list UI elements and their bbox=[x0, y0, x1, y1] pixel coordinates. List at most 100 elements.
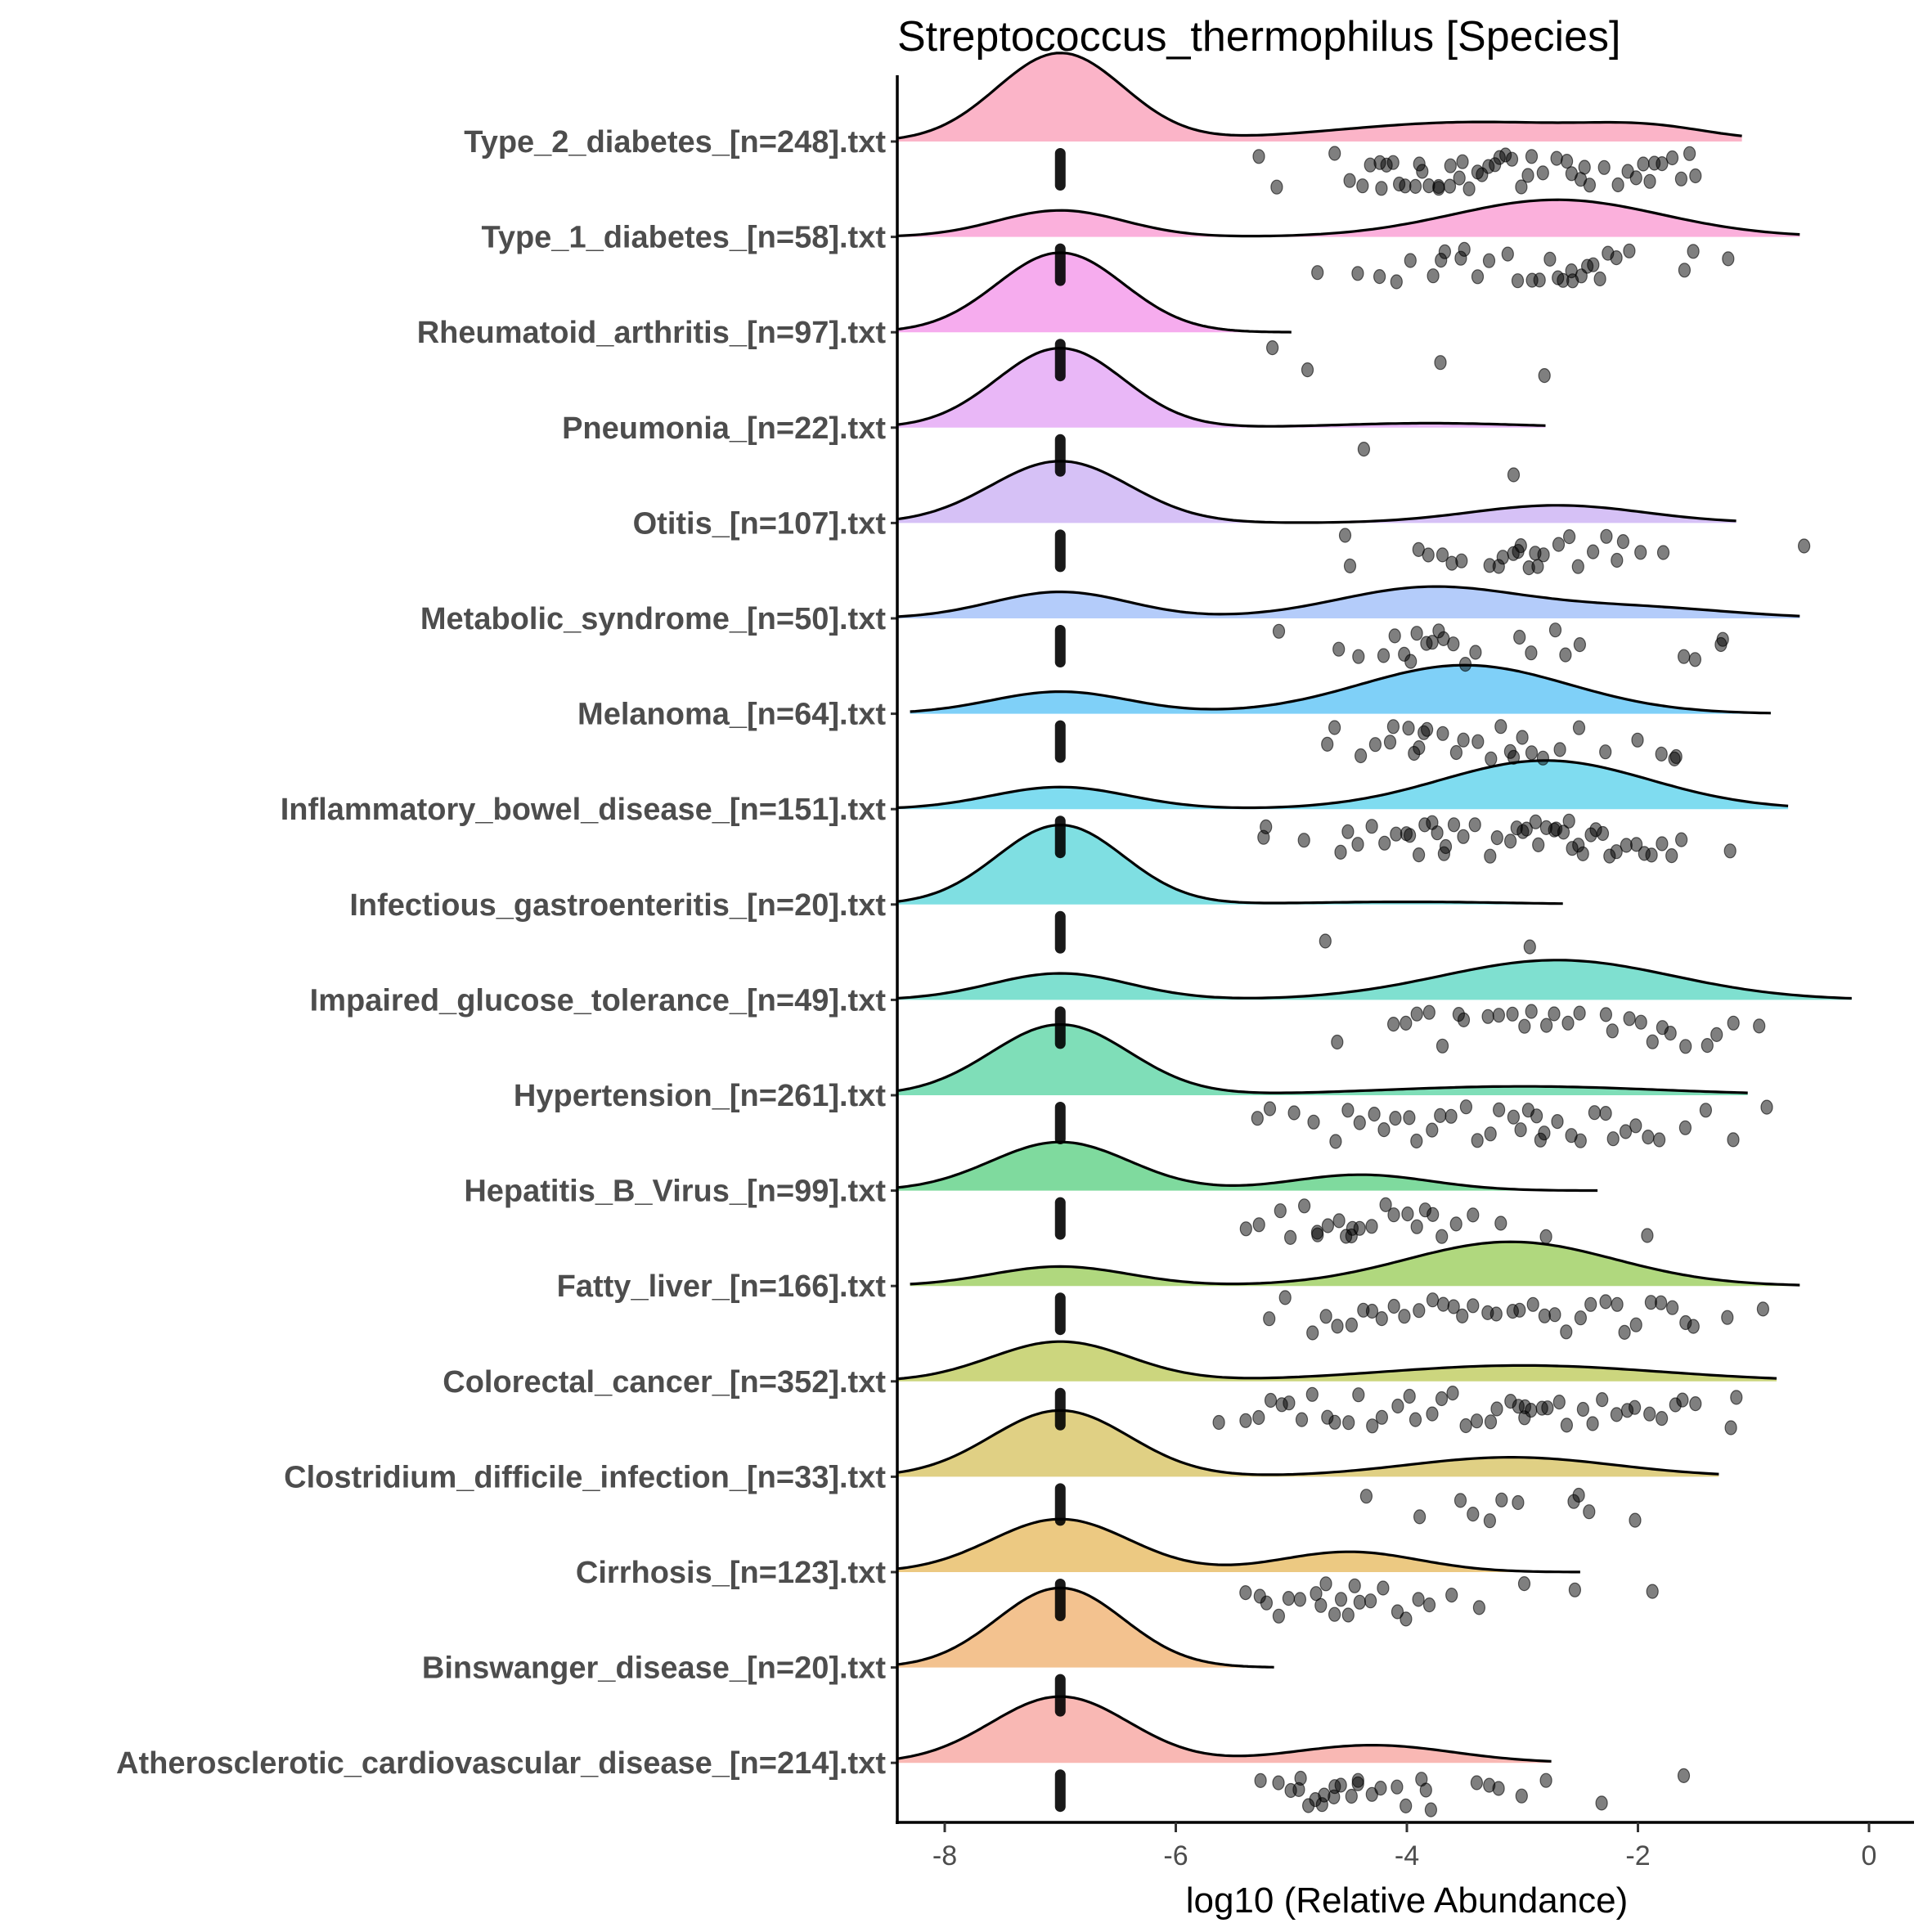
data-point bbox=[1548, 1006, 1561, 1022]
data-point bbox=[1634, 545, 1647, 560]
data-point bbox=[1410, 1133, 1423, 1149]
data-point bbox=[1595, 1795, 1608, 1811]
data-point bbox=[1536, 750, 1550, 766]
data-point bbox=[1517, 1575, 1531, 1592]
data-point bbox=[1551, 1113, 1564, 1130]
zero-abundance-points bbox=[1054, 529, 1066, 573]
data-point bbox=[1483, 1513, 1497, 1529]
data-point bbox=[1586, 544, 1600, 559]
data-point bbox=[1512, 1494, 1525, 1511]
data-point bbox=[1265, 340, 1279, 356]
density-outline bbox=[898, 52, 1742, 140]
zero-abundance-points bbox=[1054, 815, 1066, 859]
y-tick-label: Inflammatory_bowel_disease_[n=151].txt bbox=[281, 793, 887, 827]
data-point bbox=[1618, 1324, 1631, 1341]
data-point bbox=[1297, 833, 1310, 848]
data-point bbox=[1514, 1122, 1527, 1138]
x-axis-label: log10 (Relative Abundance) bbox=[1186, 1880, 1629, 1921]
data-point bbox=[1599, 1007, 1613, 1022]
data-point bbox=[1578, 160, 1591, 175]
data-point bbox=[1443, 178, 1457, 194]
density-fill bbox=[898, 1410, 1719, 1477]
data-point bbox=[1252, 1217, 1265, 1233]
data-point bbox=[1439, 838, 1453, 855]
data-point bbox=[1724, 1420, 1737, 1436]
data-point bbox=[1689, 168, 1702, 184]
density-outline bbox=[898, 823, 1563, 905]
density-outline bbox=[898, 1140, 1598, 1193]
data-point bbox=[1427, 1206, 1440, 1223]
data-point bbox=[1301, 362, 1314, 378]
data-point bbox=[1560, 1324, 1573, 1340]
data-point bbox=[1365, 819, 1378, 834]
density-outline bbox=[898, 1586, 1274, 1669]
data-point bbox=[1359, 1489, 1373, 1504]
data-point bbox=[1572, 1487, 1585, 1503]
data-point bbox=[1343, 558, 1357, 574]
data-point bbox=[1664, 1025, 1677, 1041]
data-point bbox=[1373, 269, 1386, 285]
data-point bbox=[1432, 178, 1445, 195]
data-point bbox=[1472, 1600, 1486, 1615]
density-fill bbox=[898, 959, 1852, 1000]
zero-abundance-points bbox=[1054, 1387, 1066, 1431]
data-point bbox=[1403, 828, 1417, 843]
data-point bbox=[1753, 1018, 1766, 1034]
zero-abundance-points bbox=[1054, 1579, 1066, 1621]
data-point bbox=[1328, 1414, 1341, 1430]
data-point bbox=[1419, 1782, 1432, 1798]
data-point bbox=[1688, 652, 1701, 667]
data-point bbox=[1656, 545, 1670, 560]
density-outline bbox=[898, 1517, 1580, 1574]
data-point bbox=[1533, 272, 1546, 288]
data-point bbox=[1328, 720, 1341, 735]
data-point bbox=[1409, 178, 1422, 194]
y-axis: Type_2_diabetes_[n=248].txt Type_1_diabet… bbox=[116, 75, 899, 1824]
data-point bbox=[1305, 1386, 1319, 1402]
data-point bbox=[1683, 146, 1696, 161]
data-point bbox=[1538, 368, 1551, 384]
data-point bbox=[1391, 1779, 1404, 1795]
data-point bbox=[1678, 1120, 1692, 1135]
data-point bbox=[1272, 623, 1286, 639]
y-tick-label: Cirrhosis_[n=123].txt bbox=[576, 1556, 886, 1590]
data-point bbox=[1328, 146, 1341, 161]
data-point bbox=[1557, 824, 1570, 840]
data-point bbox=[1643, 1406, 1656, 1422]
data-point bbox=[1438, 244, 1452, 259]
density-fill bbox=[898, 461, 1737, 523]
data-point bbox=[1260, 819, 1273, 835]
zero-abundance-points bbox=[1054, 1769, 1066, 1813]
data-point bbox=[1422, 1004, 1436, 1020]
data-point bbox=[1599, 744, 1612, 760]
x-tick-label: -4 bbox=[1395, 1840, 1419, 1871]
data-point bbox=[1586, 1416, 1599, 1431]
data-point bbox=[1687, 244, 1700, 259]
data-point bbox=[1436, 1038, 1449, 1054]
data-point bbox=[1283, 1395, 1296, 1411]
data-point bbox=[1628, 1400, 1642, 1415]
y-tick-label: Pneumonia_[n=22].txt bbox=[562, 411, 886, 446]
y-tick-label: Colorectal_cancer_[n=352].txt bbox=[443, 1365, 886, 1400]
data-point bbox=[1332, 1213, 1346, 1229]
data-point bbox=[1687, 1319, 1700, 1334]
data-point bbox=[1760, 1099, 1773, 1115]
data-point bbox=[1574, 1133, 1587, 1148]
data-point bbox=[1597, 160, 1611, 175]
data-point bbox=[1587, 257, 1600, 272]
data-point bbox=[1341, 1103, 1355, 1118]
chart-title: Streptococcus_thermophilus [Species] bbox=[897, 13, 1620, 61]
data-point bbox=[1319, 1576, 1332, 1592]
data-point bbox=[1654, 1295, 1668, 1310]
data-point bbox=[1616, 533, 1630, 550]
data-point bbox=[1402, 721, 1415, 736]
data-point bbox=[1389, 1110, 1402, 1126]
data-point bbox=[1426, 1122, 1439, 1138]
data-point bbox=[1689, 1395, 1702, 1412]
data-point bbox=[1410, 1006, 1423, 1022]
data-point bbox=[1467, 1506, 1480, 1522]
points-layer bbox=[1054, 146, 1811, 1817]
data-point bbox=[1263, 1311, 1276, 1327]
data-point bbox=[1629, 1512, 1642, 1528]
data-point bbox=[1403, 1110, 1416, 1126]
